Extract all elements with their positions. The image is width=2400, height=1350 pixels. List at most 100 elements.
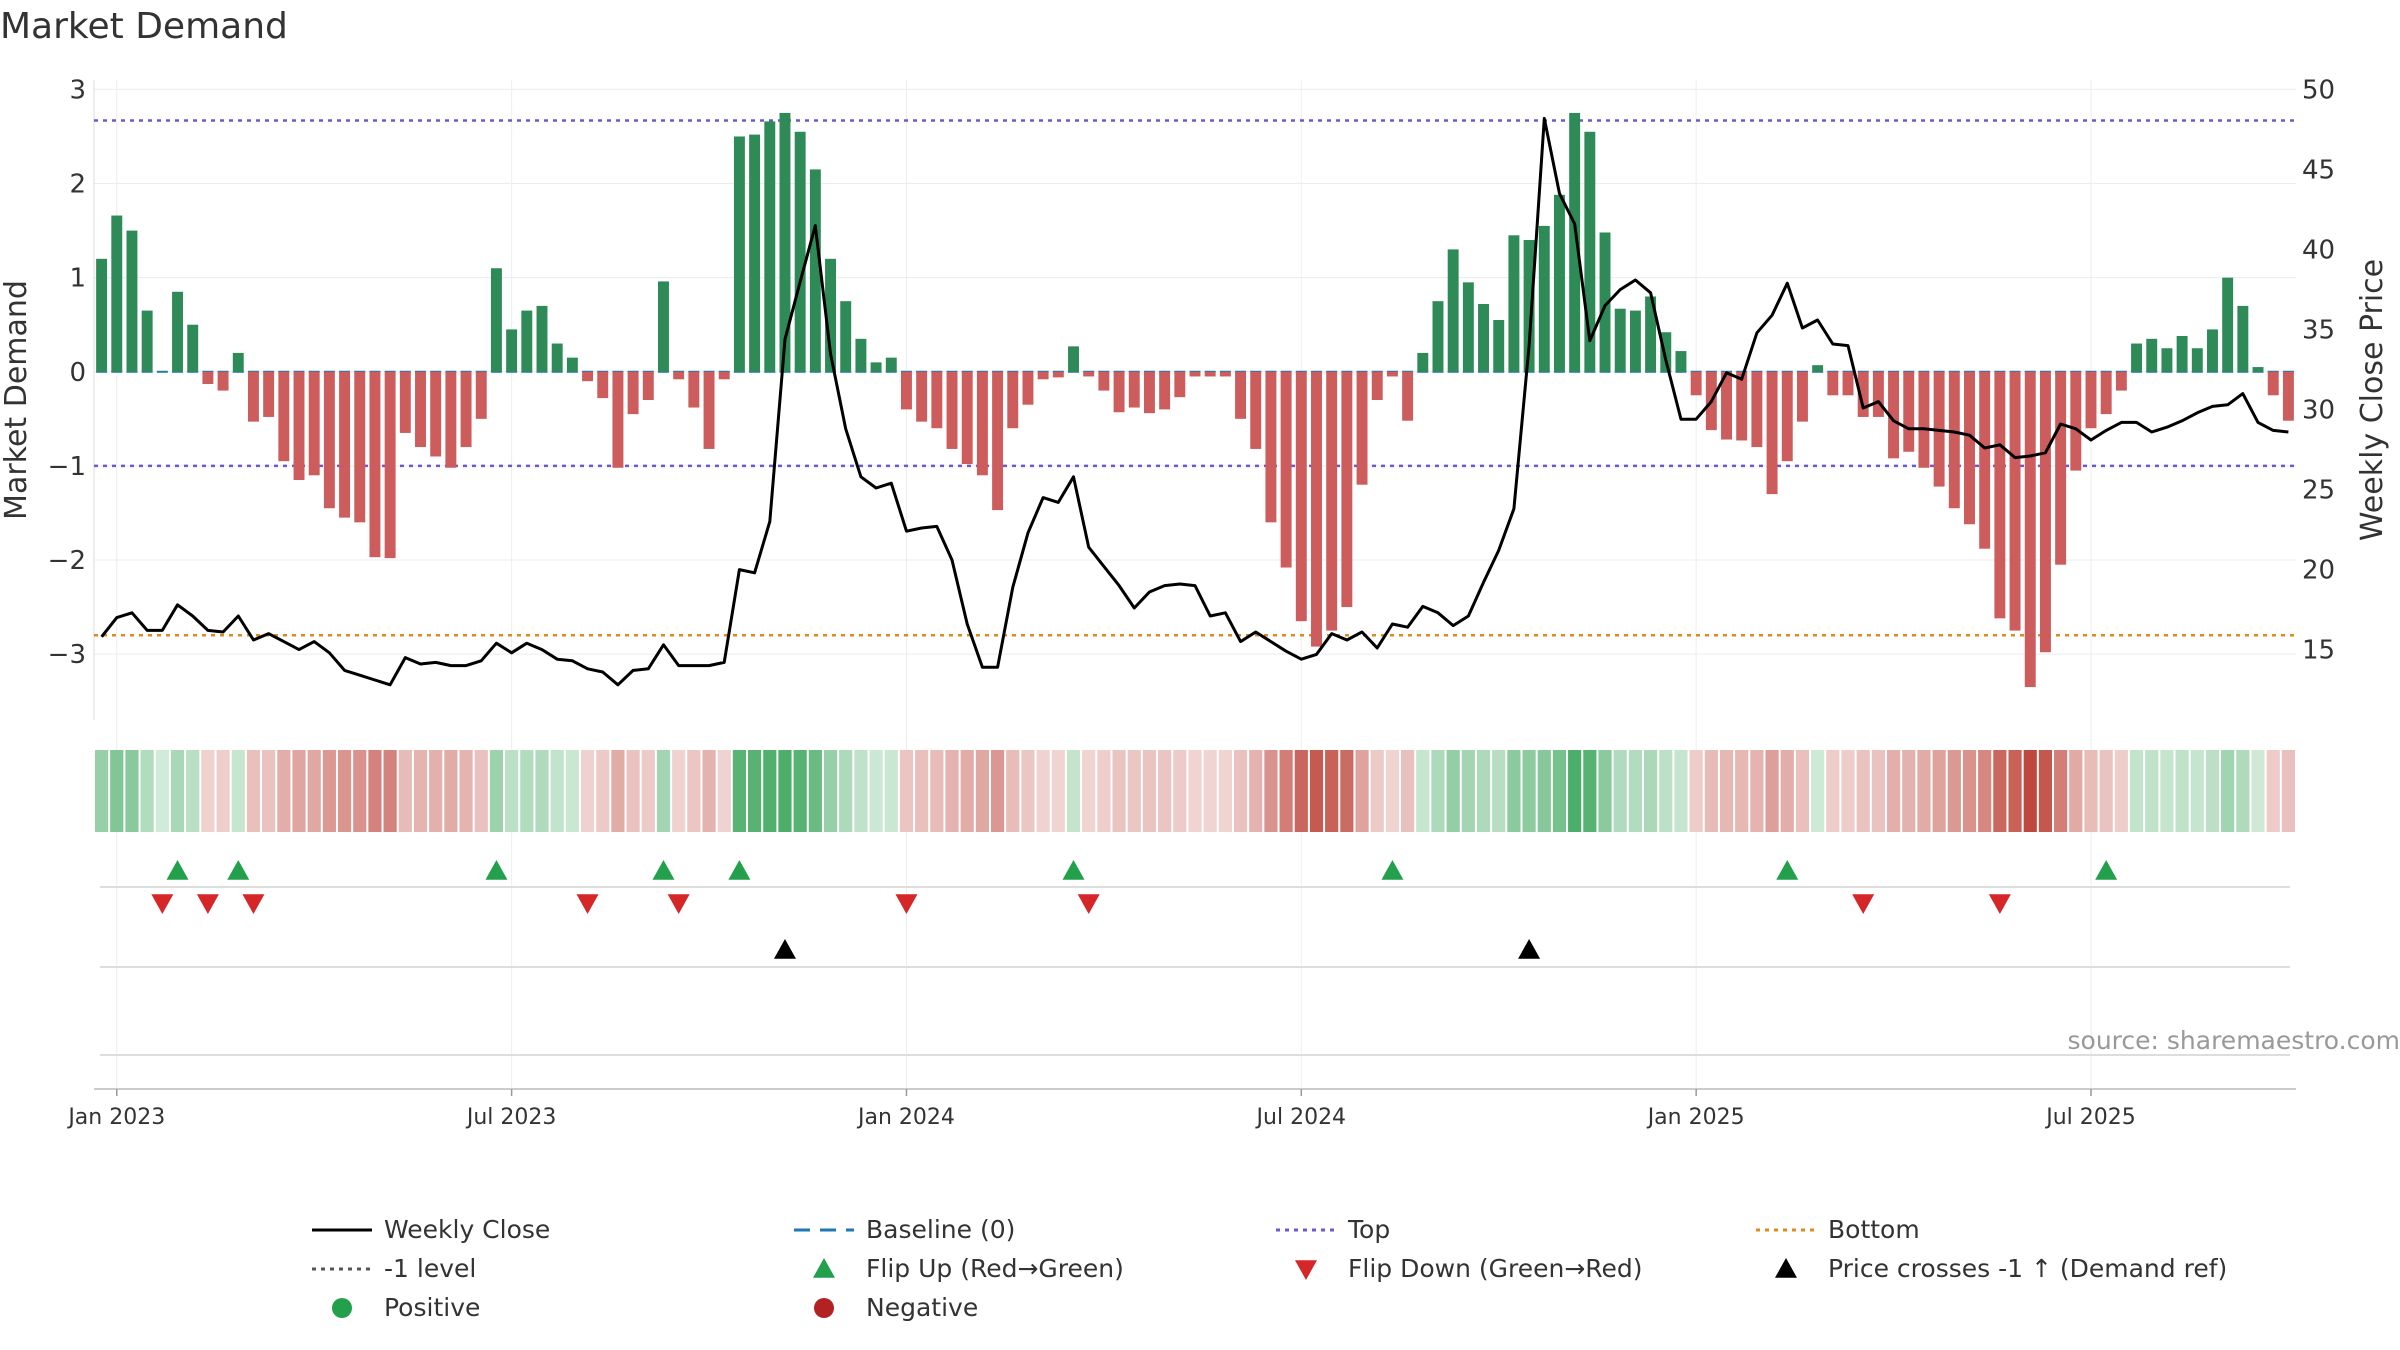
strip-cell <box>1309 750 1324 832</box>
negative-bar <box>1341 371 1353 608</box>
flip-down-marker <box>196 894 219 914</box>
positive-bar <box>794 131 806 372</box>
strip-cell <box>231 750 245 832</box>
flip-markers <box>100 860 2290 914</box>
positive-bar <box>779 112 791 372</box>
positive-bar <box>1493 320 1505 372</box>
positive-bar <box>521 310 533 372</box>
positive-bar <box>885 357 897 372</box>
strip-cell <box>307 750 321 832</box>
strip-cell <box>915 750 929 832</box>
negative-bar <box>1037 371 1049 380</box>
strip-cell <box>1932 750 1946 832</box>
strip-cell <box>2266 750 2280 832</box>
positive-bar <box>490 268 502 372</box>
strip-cell <box>975 750 989 832</box>
flip-down-marker <box>576 894 599 914</box>
strip-cell <box>2205 750 2220 832</box>
negative-bar <box>293 371 305 480</box>
negative-bar <box>263 371 275 417</box>
negative-bar <box>1113 371 1125 413</box>
y2-tick-label: 35 <box>2302 316 2335 346</box>
strip-cell <box>1947 750 1961 832</box>
positive-bar <box>1432 301 1444 372</box>
negative-bar <box>354 371 366 523</box>
positive-bar <box>749 134 761 372</box>
negative-bar <box>202 371 214 384</box>
strip-cell <box>1507 750 1521 832</box>
legend-label: Negative <box>866 1293 978 1322</box>
strip-cell <box>2175 750 2189 832</box>
legend-swatch <box>814 1298 834 1318</box>
negative-bar <box>2085 371 2097 429</box>
strip-cell <box>1370 750 1384 832</box>
negative-bar <box>931 371 943 429</box>
legend-label: Positive <box>384 1293 480 1322</box>
strip-cell <box>1355 750 1369 832</box>
legend-swatch <box>1295 1260 1317 1280</box>
negative-bar <box>1295 371 1307 622</box>
negative-bar <box>1690 371 1702 396</box>
negative-bar <box>2115 371 2127 391</box>
positive-bar <box>1614 308 1626 372</box>
strip-cell <box>2145 750 2159 832</box>
y-tick-label: 2 <box>69 170 86 200</box>
strip-cell <box>1492 750 1506 832</box>
flip-up-marker <box>1062 860 1085 880</box>
strip-cell <box>277 750 291 832</box>
positive-bar <box>2237 305 2249 372</box>
strip-cell <box>1826 750 1840 832</box>
legend-item: Weekly Close <box>312 1215 550 1244</box>
strip-cell <box>2069 750 2083 832</box>
strip-cell <box>186 750 200 832</box>
negative-bar <box>278 371 290 462</box>
y2-tick-label: 30 <box>2302 396 2335 426</box>
strip-cell <box>1097 750 1111 832</box>
strip-cell <box>580 750 595 832</box>
negative-bar <box>1250 371 1262 449</box>
strip-cell <box>429 750 443 832</box>
strip-cell <box>1218 750 1232 832</box>
negative-bar <box>1174 371 1186 398</box>
positive-bar <box>156 371 168 373</box>
negative-bar <box>1280 371 1292 568</box>
negative-bar <box>597 371 609 399</box>
negative-bar <box>1736 371 1748 441</box>
positive-bar <box>141 310 153 372</box>
positive-bar <box>1660 332 1672 372</box>
strip-cell <box>1719 750 1734 832</box>
strip-cell <box>748 750 762 832</box>
negative-bar <box>900 371 912 410</box>
strip-cell <box>1021 750 1035 832</box>
negative-bar <box>1356 371 1368 485</box>
strip-cell <box>201 750 215 832</box>
strip-cell <box>1066 750 1081 832</box>
strip-cell <box>930 750 944 832</box>
positive-bar <box>2146 338 2158 372</box>
positive-bar <box>536 305 548 372</box>
negative-bar <box>1979 371 1991 549</box>
price-cross-marker <box>1518 939 1541 959</box>
strip-cell <box>702 750 716 832</box>
strip-cell <box>1446 750 1460 832</box>
strip-cell <box>1203 750 1217 832</box>
x-axis: Jan 2023 Jul 2023 Jan 2024 Jul 2024 Jan 2025… <box>66 1088 2296 1130</box>
strip-cell <box>2251 750 2265 832</box>
y-tick-label: −2 <box>48 546 86 576</box>
strip-cell <box>383 750 397 832</box>
y-tick-label: 1 <box>69 264 86 294</box>
strip-cell <box>1036 750 1050 832</box>
strip-cell <box>1279 750 1293 832</box>
strip-cell <box>990 750 1005 832</box>
positive-bar <box>658 281 669 372</box>
strip-cell <box>489 750 504 832</box>
strip-cell <box>656 750 671 832</box>
strip-cell <box>2160 750 2174 832</box>
negative-bar <box>703 371 715 449</box>
strip-cell <box>672 750 686 832</box>
flip-down-marker <box>151 894 174 914</box>
legend: Weekly Close Baseline (0) Top Bottom -1 leve… <box>312 1215 2227 1322</box>
negative-bar <box>430 371 442 457</box>
strip-cell <box>1127 750 1141 832</box>
